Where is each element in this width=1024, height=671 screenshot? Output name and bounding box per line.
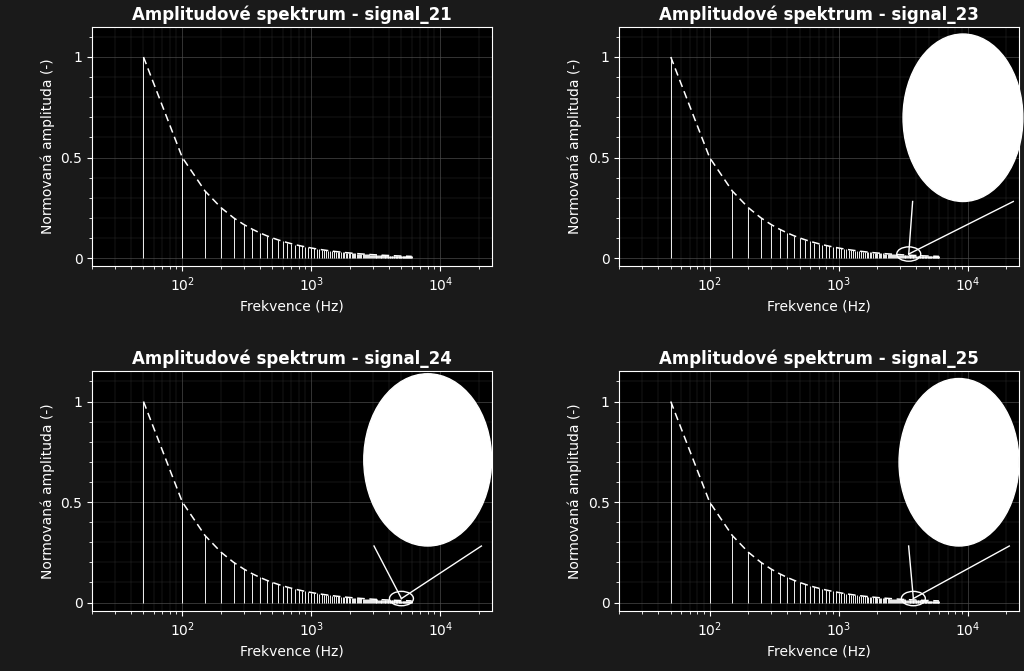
X-axis label: Frekvence (Hz): Frekvence (Hz) bbox=[767, 644, 871, 658]
Title: Amplitudové spektrum - signal_21: Amplitudové spektrum - signal_21 bbox=[132, 5, 452, 24]
X-axis label: Frekvence (Hz): Frekvence (Hz) bbox=[240, 300, 344, 314]
Y-axis label: Normovaná amplituda (-): Normovaná amplituda (-) bbox=[41, 58, 55, 234]
Ellipse shape bbox=[899, 378, 1019, 546]
Y-axis label: Normovaná amplituda (-): Normovaná amplituda (-) bbox=[567, 58, 583, 234]
Y-axis label: Normovaná amplituda (-): Normovaná amplituda (-) bbox=[41, 403, 55, 579]
X-axis label: Frekvence (Hz): Frekvence (Hz) bbox=[240, 644, 344, 658]
Title: Amplitudové spektrum - signal_24: Amplitudové spektrum - signal_24 bbox=[132, 350, 452, 368]
Title: Amplitudové spektrum - signal_25: Amplitudové spektrum - signal_25 bbox=[659, 350, 979, 368]
Ellipse shape bbox=[903, 34, 1023, 201]
Y-axis label: Normovaná amplituda (-): Normovaná amplituda (-) bbox=[567, 403, 583, 579]
X-axis label: Frekvence (Hz): Frekvence (Hz) bbox=[767, 300, 871, 314]
Ellipse shape bbox=[364, 374, 492, 546]
Title: Amplitudové spektrum - signal_23: Amplitudové spektrum - signal_23 bbox=[659, 5, 979, 24]
